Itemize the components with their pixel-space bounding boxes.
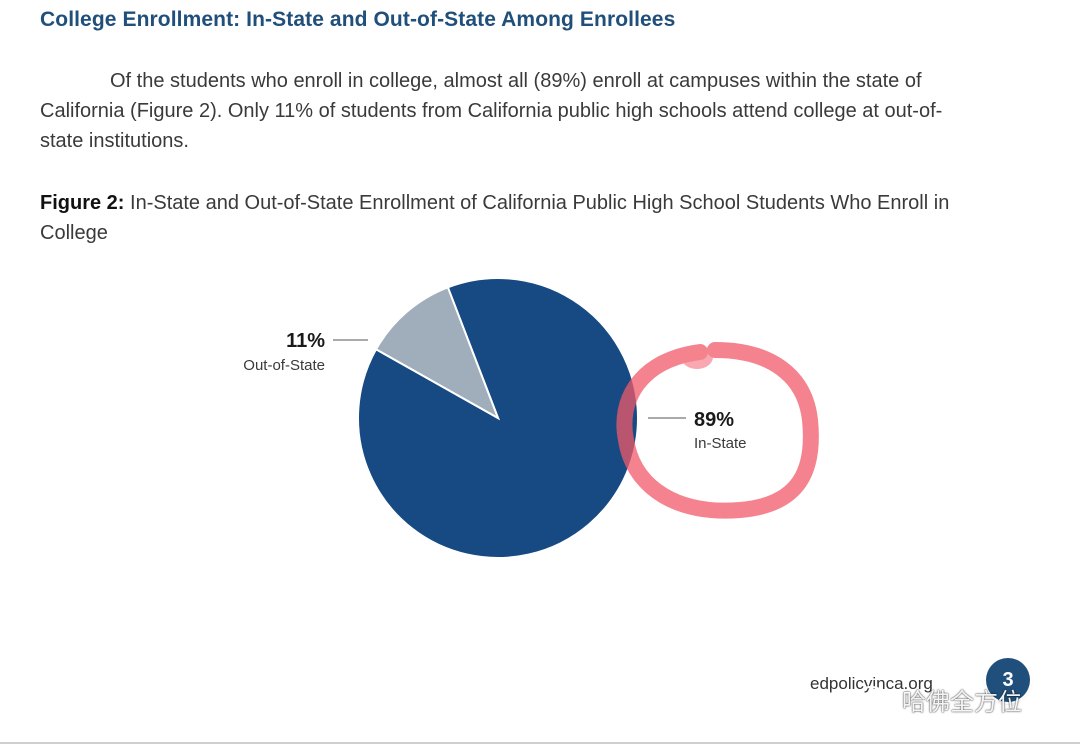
bottom-divider: [0, 742, 1080, 744]
in-state-percent-label: 89%: [694, 409, 734, 431]
leader-lines: [333, 339, 686, 419]
watermark-text: 哈佛全方位: [902, 689, 1022, 716]
watermark: 哈佛全方位: [856, 682, 1022, 717]
hand-drawn-highlight-circle: [616, 342, 819, 519]
pie-slices: [357, 277, 639, 559]
figure-caption-text: In-State and Out-of-State Enrollment of …: [40, 192, 950, 244]
out-of-state-category-label: Out-of-State: [243, 357, 325, 374]
slice-labels: 11% Out-of-State 89% In-State: [243, 330, 746, 452]
footer-url[interactable]: edpolicyinca.org: [810, 674, 933, 693]
figure-caption: Figure 2: In-State and Out-of-State Enro…: [40, 188, 960, 248]
pie-slice-out-of-state: [374, 286, 500, 421]
wechat-icon: [856, 685, 896, 714]
section-title: College Enrollment: In-State and Out-of-…: [40, 8, 676, 31]
figure-label: Figure 2:: [40, 192, 125, 214]
page-number-badge: 3: [986, 658, 1030, 702]
in-state-category-label: In-State: [694, 435, 747, 452]
out-of-state-percent-label: 11%: [286, 330, 325, 352]
body-paragraph: Of the students who enroll in college, a…: [40, 70, 943, 152]
